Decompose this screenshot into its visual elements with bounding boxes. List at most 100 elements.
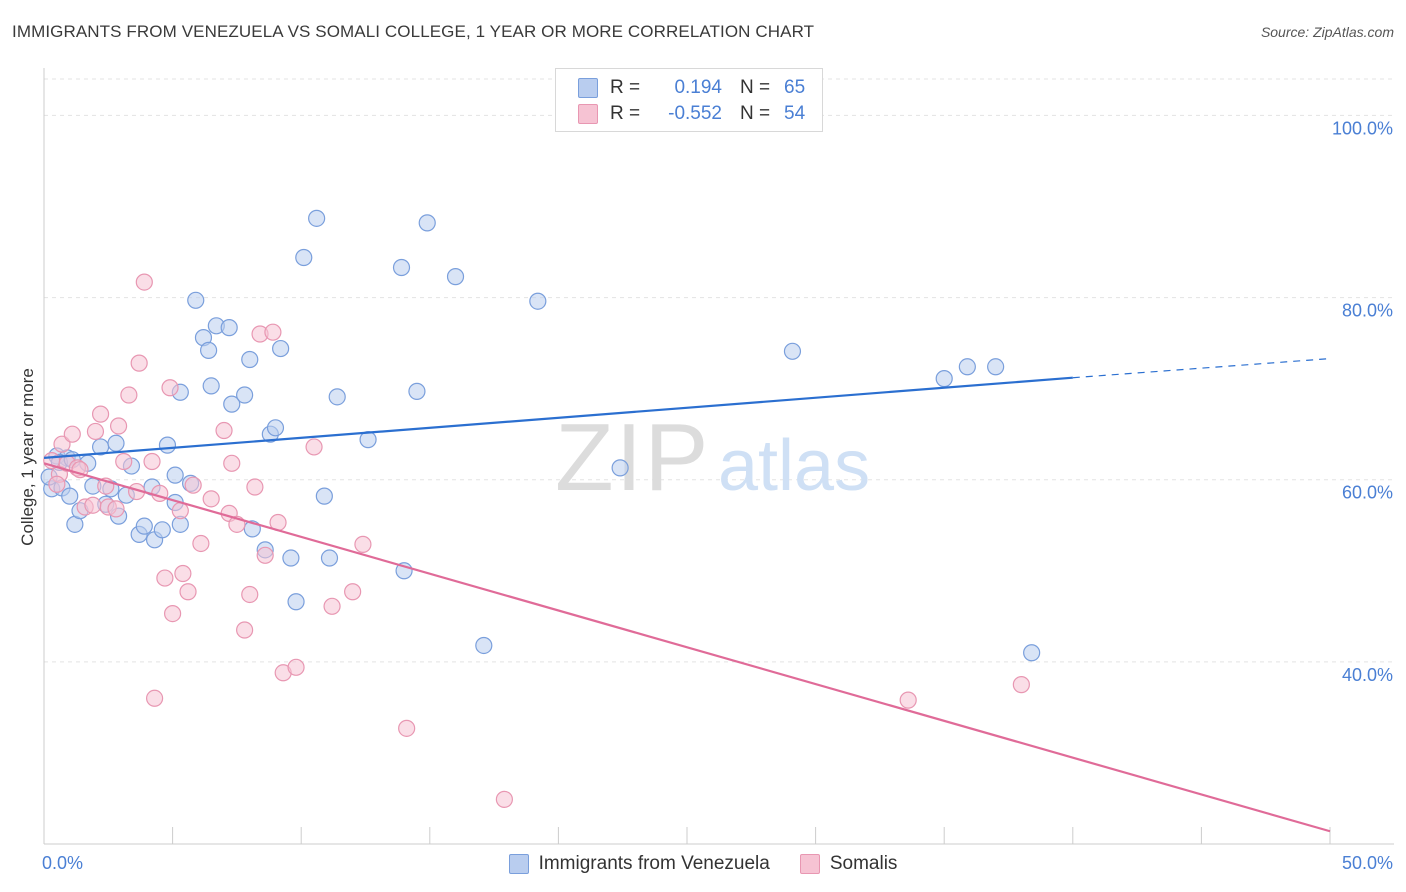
x-tick-label: 50.0% [1342,853,1393,873]
somali-point [174,564,192,583]
legend-swatch-pink [578,104,598,124]
venezuela-point [287,593,305,611]
somali-point [161,379,179,397]
y-tick-label: 40.0% [1342,665,1393,685]
somali-point [53,435,71,453]
venezuela-point [266,419,285,437]
somali-point [107,500,125,518]
legend-swatch-somalis [799,854,820,874]
venezuela-point [308,209,326,227]
legend-n-label: N = [740,103,771,124]
watermark-atlas: atlas [718,426,870,506]
legend-label-somalis: Somalis [829,853,898,874]
venezuela-point [418,214,436,232]
venezuela-trend-line [43,376,1073,459]
venezuela-point [529,292,547,310]
venezuela-point [315,487,333,505]
chart-title: IMMIGRANTS FROM VENEZUELA VS SOMALI COLL… [12,22,815,41]
venezuela-trend-extension [1072,357,1331,379]
somali-point [264,323,282,341]
legend-r-value: 0.194 [674,77,722,98]
series-legend: Immigrants from Venezuela Somalis [0,853,1406,875]
somali-point [256,546,274,564]
somali-point [241,585,259,604]
somali-point [179,583,197,601]
venezuela-point [236,386,254,404]
somali-point [344,583,362,601]
venezuela-point [153,521,171,539]
grid-layer [44,78,1394,663]
venezuela-point [158,436,177,454]
somali-point [120,386,138,404]
venezuela-point [61,487,79,505]
somali-point [305,438,323,456]
venezuela-point [282,549,300,567]
somali-point [202,490,220,508]
venezuela-point [783,342,802,360]
somali-point [63,425,81,443]
somali-point [354,535,372,553]
venezuela-point [392,258,411,277]
venezuela-point [446,268,465,286]
points-layer [40,209,1041,808]
legend-row-blue: R = 0.194 N = 65 [556,76,805,100]
somali-point [323,597,341,615]
y-axis-label: College, 1 year or more [18,368,37,546]
y-tick-label: 80.0% [1342,301,1393,321]
somali-point [130,354,148,372]
legend-n-value: 65 [784,77,806,98]
legend-item-venezuela: Immigrants from Venezuela [508,853,770,875]
stats-legend: R = 0.194 N = 65 R = -0.552 N = 54 [555,68,823,132]
somali-point [115,452,133,471]
venezuela-point [295,248,313,267]
somali-point [48,475,66,493]
venezuela-point [241,350,259,369]
venezuela-point [202,377,220,395]
trend-layer [43,357,1331,833]
somali-point [287,658,305,676]
somali-point [84,496,102,514]
watermark-zip: ZIP [555,404,710,511]
somali-point [398,719,416,737]
somali-point [1012,676,1030,694]
venezuela-point [320,549,339,567]
somali-point [86,422,105,441]
legend-swatch-venezuela [508,854,529,874]
y-tick-label: 100.0% [1332,118,1393,138]
legend-n-label: N = [740,77,771,98]
legend-row-pink: R = -0.552 N = 54 [556,102,805,126]
axis-layer: 40.0% 60.0% 80.0% 100.0% 0.0% 50.0% [42,68,1394,873]
venezuela-point [107,434,125,452]
y-tick-label: 60.0% [1342,483,1393,503]
venezuela-point [475,636,493,655]
somali-point [164,604,182,623]
venezuela-point [135,517,153,535]
legend-swatch-blue [578,78,598,98]
somali-point [184,476,202,494]
legend-n-value: 54 [784,103,806,124]
somali-point [91,405,110,423]
somali-point [215,421,233,440]
somali-point [135,273,153,291]
venezuela-point [272,339,290,358]
somali-point [192,534,210,553]
somali-point [143,452,161,471]
legend-r-value: -0.552 [668,103,722,124]
venezuela-point [408,382,426,400]
venezuela-point [200,341,218,359]
venezuela-point [958,358,976,376]
somali-point [156,569,174,587]
venezuela-point [187,291,205,309]
venezuela-point [935,370,953,388]
venezuela-point [328,388,346,406]
source-credit: Source: ZipAtlas.com [1260,24,1394,40]
legend-item-somalis: Somalis [799,853,898,875]
venezuela-point [220,319,238,337]
venezuela-point [611,459,629,477]
venezuela-point [166,466,184,484]
somali-point [236,621,254,639]
somali-point [171,502,189,520]
venezuela-point [1023,644,1041,662]
somali-point [899,691,917,709]
